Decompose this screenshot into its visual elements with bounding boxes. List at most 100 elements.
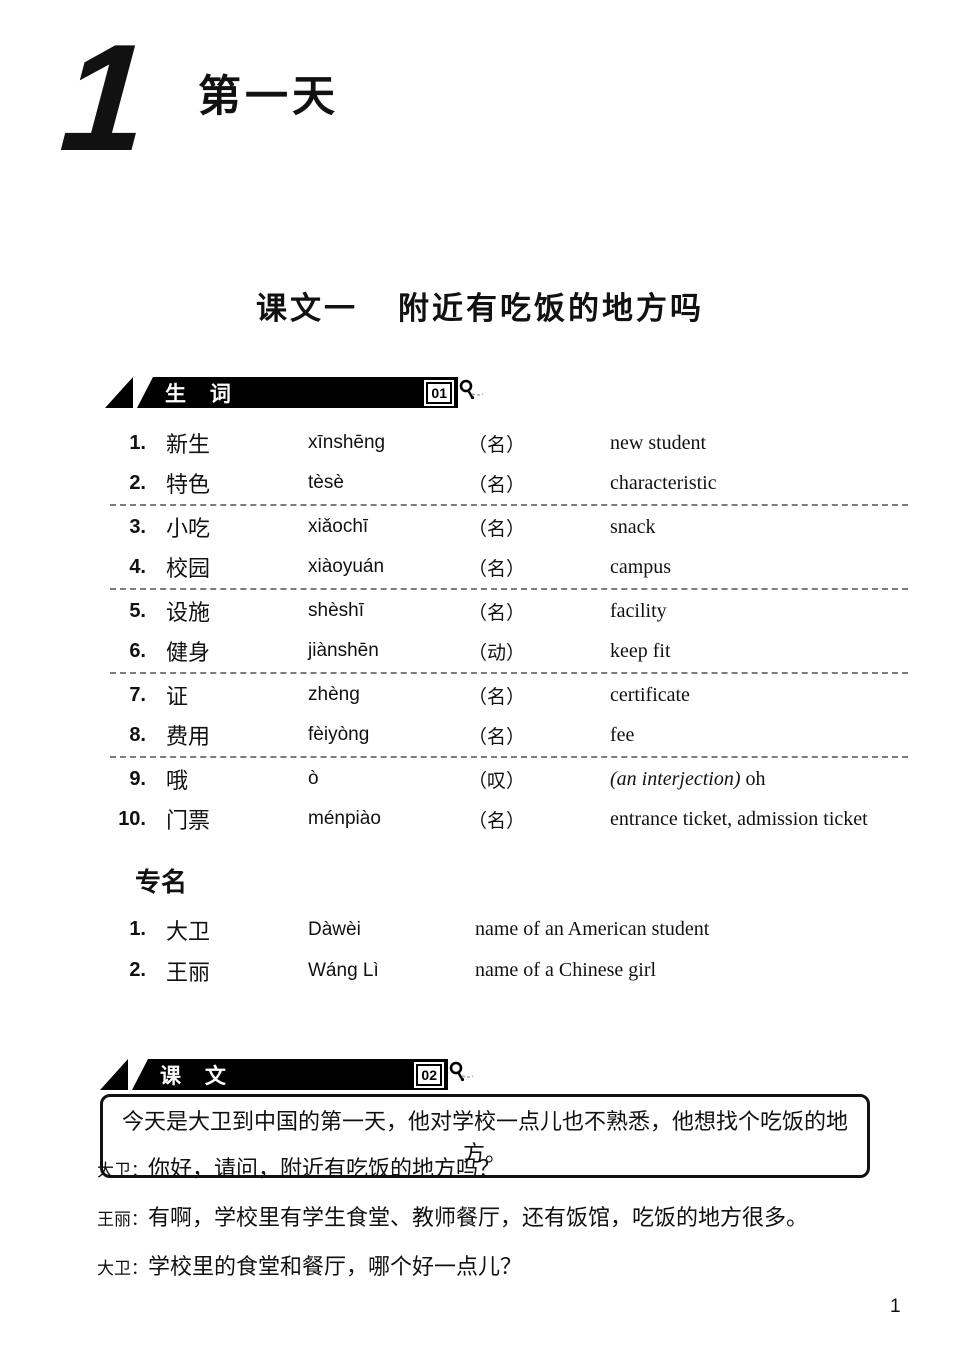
vocab-pinyin: jiànshēn xyxy=(308,640,379,661)
headphones-icon xyxy=(458,378,488,408)
text-section-title: 课 文 xyxy=(160,1064,235,1088)
unit-number: 1 xyxy=(56,13,153,183)
vocab-word: 证 xyxy=(166,684,189,709)
vocab-pinyin: ò xyxy=(308,768,319,789)
vocab-number: 6. xyxy=(129,639,146,662)
vocab-meaning-text: snack xyxy=(610,515,656,538)
vocab-meaning-italic: (an interjection) xyxy=(610,767,741,790)
vocab-number: 7. xyxy=(129,683,146,706)
vocab-section-banner: 生 词 01 xyxy=(105,377,484,408)
banner-bar: 生 词 01 xyxy=(137,377,458,408)
vocab-part-of-speech: （名） xyxy=(468,434,526,456)
headphones-icon xyxy=(448,1060,478,1090)
vocab-part-of-speech: （动） xyxy=(468,642,526,664)
vocab-meaning-text: fee xyxy=(610,723,635,746)
vocab-pinyin: xiǎochī xyxy=(308,516,369,537)
vocab-row: 10. 门票 ménpiào （名） entrance ticket, admi… xyxy=(110,799,908,839)
vocab-meaning: (an interjection) oh xyxy=(610,768,908,791)
banner-bar: 课 文 02 xyxy=(132,1059,448,1090)
vocab-pinyin: ménpiào xyxy=(308,808,381,829)
proper-noun-word: 大卫 xyxy=(166,918,211,944)
vocab-meaning: new student xyxy=(610,432,908,455)
vocab-pinyin: tèsè xyxy=(308,472,344,493)
vocab-number: 1. xyxy=(129,431,146,454)
proper-nouns-title: 专名 xyxy=(135,867,188,897)
vocab-word: 校园 xyxy=(166,556,211,581)
proper-noun-row: 2. 王丽 Wáng Lì name of a Chinese girl xyxy=(110,950,908,991)
proper-noun-meaning: name of an American student xyxy=(475,918,710,940)
vocab-number: 2. xyxy=(129,471,146,494)
proper-noun-pinyin: Wáng Lì xyxy=(308,959,379,981)
lesson-title-label: 课文一 xyxy=(256,291,358,326)
text-section-banner: 课 文 02 xyxy=(100,1059,474,1090)
vocab-pinyin: zhèng xyxy=(308,684,360,705)
divider-dashed xyxy=(110,504,908,506)
lesson-intro-text: 今天是大卫到中国的第一天，他对学校一点儿也不熟悉，他想找个吃饭的地方。 xyxy=(121,1109,848,1166)
proper-noun-pinyin: Dàwèi xyxy=(308,918,361,940)
vocab-row: 5. 设施 shèshī （名） facility xyxy=(110,591,908,631)
proper-noun-meaning: name of a Chinese girl xyxy=(475,959,657,981)
vocab-meaning-text: campus xyxy=(610,555,672,578)
vocab-pinyin: xīnshēng xyxy=(308,432,386,453)
vocab-word: 健身 xyxy=(166,640,211,665)
vocab-pinyin: xiàoyuán xyxy=(308,556,385,577)
vocab-number: 4. xyxy=(129,555,146,578)
vocab-part-of-speech: （名） xyxy=(468,558,526,580)
vocab-meaning: entrance ticket, admission ticket xyxy=(610,808,908,831)
vocab-section-title: 生 词 xyxy=(165,382,240,406)
vocab-part-of-speech: （名） xyxy=(468,474,526,496)
vocab-word: 费用 xyxy=(166,724,211,749)
audio-track-number: 01 xyxy=(424,379,454,406)
dialogue-text: 学校里的食堂和餐厅，哪个好一点儿？ xyxy=(148,1253,523,1279)
dialogue-speaker: 大卫： xyxy=(97,1161,148,1180)
vocab-row: 3. 小吃 xiǎochī （名） snack xyxy=(110,507,908,547)
dialogue-speaker: 王丽： xyxy=(97,1209,148,1229)
vocab-word: 哦 xyxy=(166,768,189,793)
vocab-part-of-speech: （叹） xyxy=(468,770,526,792)
divider-dashed xyxy=(110,672,908,674)
banner-tip xyxy=(105,377,133,408)
vocab-word: 特色 xyxy=(166,472,211,497)
vocab-meaning: characteristic xyxy=(610,472,908,495)
vocab-number: 9. xyxy=(129,767,146,790)
dialogue-line: 王丽： 有啊，学校里有学生食堂、教师餐厅，还有饭馆，吃饭的地方很多。 xyxy=(97,1202,910,1234)
proper-nouns-section: 专名 1. 大卫 Dàwèi name of an American stude… xyxy=(110,862,908,991)
proper-noun-number: 1. xyxy=(129,918,146,940)
vocab-row: 1. 新生 xīnshēng （名） new student xyxy=(110,423,908,463)
vocab-meaning-text: keep fit xyxy=(610,639,671,662)
page-number: 1 xyxy=(890,1296,901,1317)
dialogue-speaker: 大卫： xyxy=(97,1258,148,1278)
banner-tip xyxy=(100,1059,128,1090)
vocab-row: 9. 哦 ò （叹） (an interjection) oh xyxy=(110,759,908,799)
vocab-meaning: campus xyxy=(610,556,908,579)
lesson-title-text: 附近有吃饭的地方吗 xyxy=(398,291,704,326)
dialogue: 大卫： 你好，请问，附近有吃饭的地方吗？ 王丽： 有啊，学校里有学生食堂、教师餐… xyxy=(97,1153,910,1300)
dialogue-text: 有啊，学校里有学生食堂、教师餐厅，还有饭馆，吃饭的地方很多。 xyxy=(148,1204,809,1230)
vocab-word: 小吃 xyxy=(166,516,211,541)
vocab-word: 设施 xyxy=(166,600,211,625)
dialogue-line: 大卫： 你好，请问，附近有吃饭的地方吗？ xyxy=(97,1153,910,1185)
vocab-meaning-text: new student xyxy=(610,431,707,454)
vocab-row: 2. 特色 tèsè （名） characteristic xyxy=(110,463,908,503)
vocab-meaning-text: characteristic xyxy=(610,471,717,494)
proper-noun-number: 2. xyxy=(129,959,146,981)
vocab-row: 6. 健身 jiànshēn （动） keep fit xyxy=(110,631,908,671)
vocab-part-of-speech: （名） xyxy=(468,810,526,832)
proper-noun-row: 1. 大卫 Dàwèi name of an American student xyxy=(110,909,908,950)
vocab-number: 10. xyxy=(118,807,146,830)
vocab-meaning-text: oh xyxy=(740,767,766,790)
vocab-row: 8. 费用 fèiyòng （名） fee xyxy=(110,715,908,755)
vocab-number: 8. xyxy=(129,723,146,746)
vocab-number: 5. xyxy=(129,599,146,622)
proper-noun-word: 王丽 xyxy=(166,959,211,985)
vocab-list: 1. 新生 xīnshēng （名） new student 2. 特色 tès… xyxy=(110,423,908,839)
vocab-word: 新生 xyxy=(166,432,211,457)
unit-title: 第一天 xyxy=(198,73,339,121)
vocab-row: 4. 校园 xiàoyuán （名） campus xyxy=(110,547,908,587)
vocab-meaning-text: entrance ticket, admission ticket xyxy=(610,807,868,830)
vocab-meaning: snack xyxy=(610,516,908,539)
vocab-number: 3. xyxy=(129,515,146,538)
dialogue-text: 你好，请问，附近有吃饭的地方吗？ xyxy=(148,1156,501,1181)
vocab-meaning: fee xyxy=(610,724,908,747)
